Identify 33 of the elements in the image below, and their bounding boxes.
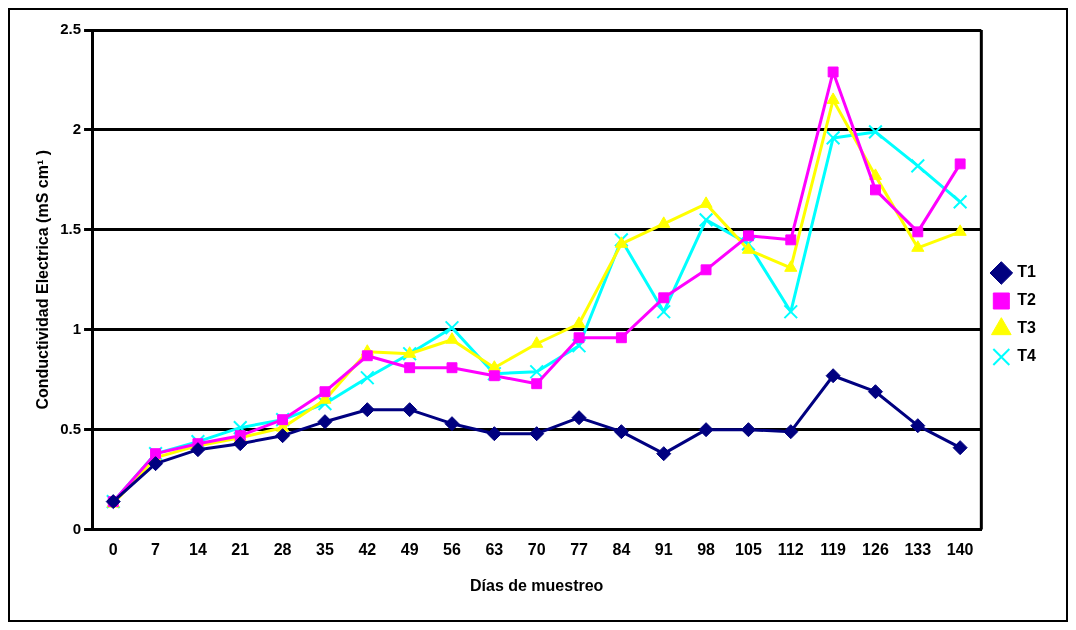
y-tick-label: 0.5 (60, 419, 82, 437)
legend-label: T3 (1017, 319, 1037, 337)
y-tick-label: 0 (72, 519, 82, 537)
x-tick-label: 126 (862, 540, 889, 558)
x-tick-label: 49 (400, 540, 419, 558)
y-tick-label: 1.5 (60, 219, 82, 237)
y-tick-label: 2.5 (60, 20, 82, 38)
legend-label: T1 (1017, 263, 1037, 281)
x-tick-label: 77 (570, 540, 589, 558)
x-tick-label: 70 (527, 540, 546, 558)
x-tick-label: 63 (485, 540, 504, 558)
x-tick-label: 56 (443, 540, 461, 558)
x-tick-label: 133 (904, 540, 932, 558)
x-tick-label: 98 (697, 540, 716, 558)
x-tick-label: 21 (231, 540, 250, 558)
x-tick-label: 91 (654, 540, 673, 558)
x-tick-label: 0 (108, 540, 118, 558)
x-axis-title: Días de muestreo (469, 576, 604, 594)
x-tick-label: 84 (612, 540, 631, 558)
x-tick-label: 7 (151, 540, 161, 558)
x-tick-label: 28 (273, 540, 292, 558)
x-tick-label: 42 (358, 540, 377, 558)
x-tick-label: 119 (820, 540, 847, 558)
x-tick-label: 112 (777, 540, 804, 558)
x-tick-label: 105 (735, 540, 762, 558)
x-tick-label: 35 (316, 540, 334, 558)
y-axis-title: Conductividad Electrica (mS cm¹ ) (34, 150, 52, 410)
x-tick-label: 14 (189, 540, 207, 558)
y-tick-label: 2 (72, 120, 82, 138)
legend-label: T2 (1017, 291, 1037, 309)
legend-label: T4 (1017, 347, 1037, 365)
x-tick-label: 140 (946, 540, 974, 558)
y-tick-label: 1 (72, 319, 82, 337)
